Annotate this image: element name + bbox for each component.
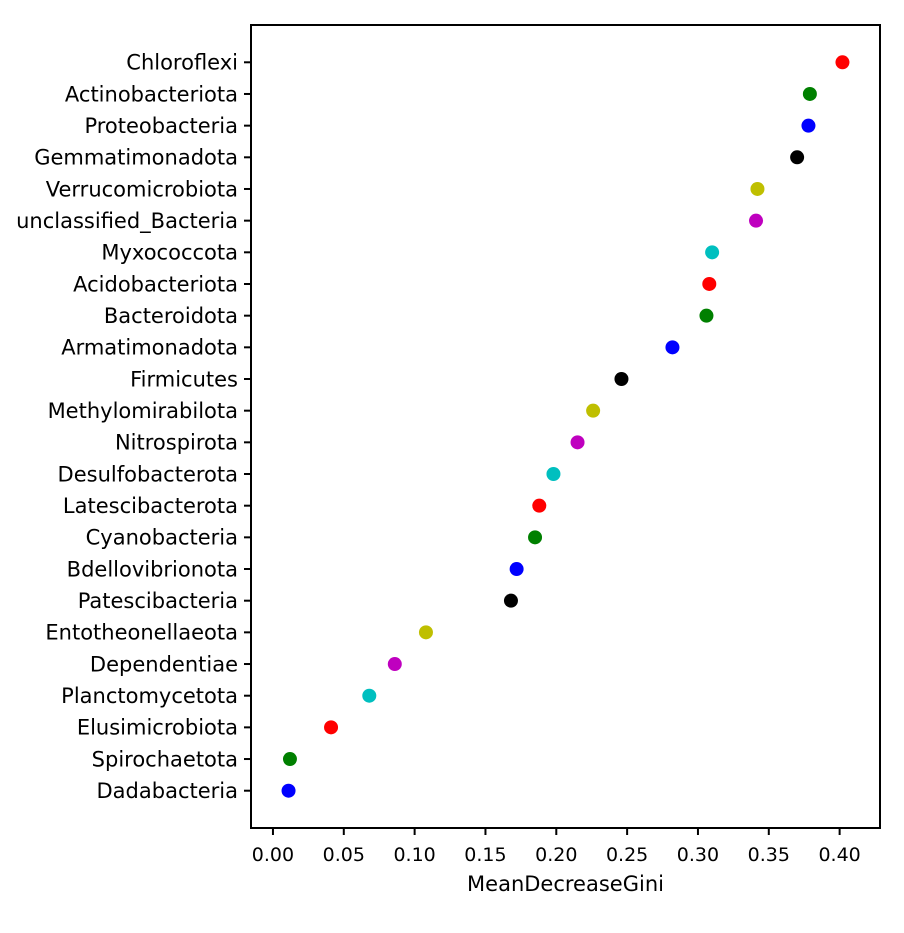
x-tick-label: 0.35 bbox=[748, 844, 790, 866]
data-point-dot bbox=[614, 371, 629, 386]
data-point-dot bbox=[665, 340, 680, 355]
data-point-dot bbox=[546, 467, 561, 482]
data-point-dot bbox=[532, 498, 547, 513]
category-label-planctomycetota: Planctomycetota bbox=[61, 684, 238, 708]
category-label-latescibacterota: Latescibacterota bbox=[63, 494, 238, 518]
category-label-patescibacteria: Patescibacteria bbox=[78, 589, 238, 613]
x-tick-label: 0.15 bbox=[464, 844, 506, 866]
category-label-firmicutes: Firmicutes bbox=[130, 367, 238, 391]
category-label-proteobacteria: Proteobacteria bbox=[84, 114, 238, 138]
category-label-methylomirabilota: Methylomirabilota bbox=[48, 399, 238, 423]
x-tick-label: 0.30 bbox=[677, 844, 719, 866]
data-point-dot bbox=[528, 530, 543, 545]
plot-frame bbox=[250, 24, 881, 829]
data-point-dot bbox=[699, 308, 714, 323]
category-label-dependentiae: Dependentiae bbox=[90, 652, 238, 676]
category-label-gemmatimonadota: Gemmatimonadota bbox=[34, 146, 238, 170]
category-label-armatimonadota: Armatimonadota bbox=[61, 336, 238, 360]
data-point-dot bbox=[750, 181, 765, 196]
x-axis-title: MeanDecreaseGini bbox=[467, 872, 664, 896]
data-point-dot bbox=[362, 688, 377, 703]
category-label-elusimicrobiota: Elusimicrobiota bbox=[77, 716, 238, 740]
category-label-acidobacteriota: Acidobacteriota bbox=[73, 272, 238, 296]
data-point-dot bbox=[387, 657, 402, 672]
x-tick-label: 0.40 bbox=[818, 844, 860, 866]
category-label-entotheonellaeota: Entotheonellaeota bbox=[45, 621, 238, 645]
data-point-dot bbox=[418, 625, 433, 640]
data-point-dot bbox=[801, 118, 816, 133]
x-tick-label: 0.05 bbox=[323, 844, 365, 866]
x-tick-label: 0.25 bbox=[606, 844, 648, 866]
category-label-actinobacteriota: Actinobacteriota bbox=[65, 82, 238, 106]
category-label-bdellovibrionota: Bdellovibrionota bbox=[67, 557, 238, 581]
data-point-dot bbox=[570, 435, 585, 450]
category-label-myxococcota: Myxococcota bbox=[101, 241, 238, 265]
data-point-dot bbox=[324, 720, 339, 735]
category-label-cyanobacteria: Cyanobacteria bbox=[86, 526, 238, 550]
category-label-chloroflexi: Chloroflexi bbox=[126, 51, 238, 75]
data-point-dot bbox=[282, 752, 297, 767]
data-point-dot bbox=[281, 783, 296, 798]
category-label-desulfobacterota: Desulfobacterota bbox=[58, 462, 238, 486]
data-point-dot bbox=[586, 403, 601, 418]
data-point-dot bbox=[790, 150, 805, 165]
data-point-dot bbox=[802, 86, 817, 101]
x-tick-label: 0.00 bbox=[252, 844, 294, 866]
category-label-nitrospirota: Nitrospirota bbox=[115, 431, 238, 455]
x-tick-label: 0.10 bbox=[393, 844, 435, 866]
data-point-dot bbox=[503, 593, 518, 608]
data-point-dot bbox=[705, 245, 720, 260]
x-tick-label: 0.20 bbox=[535, 844, 577, 866]
category-label-verrucomicrobiota: Verrucomicrobiota bbox=[46, 177, 238, 201]
category-label-unclassified_bacteria: unclassified_Bacteria bbox=[16, 209, 238, 234]
data-point-dot bbox=[702, 276, 717, 291]
data-point-dot bbox=[835, 55, 850, 70]
data-point-dot bbox=[509, 562, 524, 577]
category-label-bacteroidota: Bacteroidota bbox=[104, 304, 238, 328]
data-point-dot bbox=[749, 213, 764, 228]
category-label-spirochaetota: Spirochaetota bbox=[92, 747, 238, 771]
category-label-dadabacteria: Dadabacteria bbox=[97, 779, 238, 803]
